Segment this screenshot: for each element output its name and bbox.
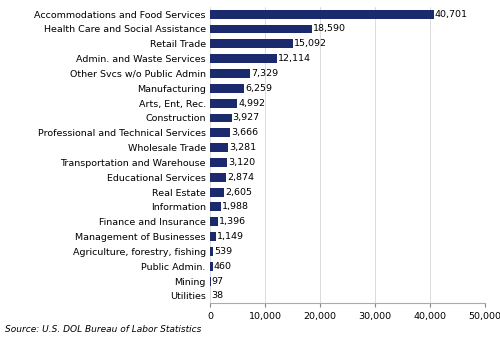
Text: 1,149: 1,149	[218, 232, 244, 241]
Text: 3,281: 3,281	[229, 143, 256, 152]
Bar	[210, 143, 228, 152]
Text: 2,874: 2,874	[227, 173, 254, 182]
Bar	[210, 99, 238, 108]
Text: 38: 38	[212, 292, 224, 300]
Text: 460: 460	[214, 262, 232, 271]
Text: 3,666: 3,666	[232, 128, 258, 137]
Text: 2,605: 2,605	[226, 188, 252, 196]
Bar	[210, 188, 224, 196]
Bar	[210, 84, 244, 93]
Bar	[210, 114, 232, 122]
Bar	[210, 25, 312, 33]
Bar	[210, 173, 226, 182]
Bar	[210, 69, 250, 78]
Text: 40,701: 40,701	[435, 10, 468, 19]
Bar	[210, 128, 230, 137]
Text: 12,114: 12,114	[278, 54, 310, 63]
Text: 1,396: 1,396	[219, 217, 246, 226]
Bar	[210, 203, 221, 211]
Text: 97: 97	[212, 277, 224, 285]
Text: Source: U.S. DOL Bureau of Labor Statistics: Source: U.S. DOL Bureau of Labor Statist…	[5, 325, 202, 334]
Bar	[210, 39, 293, 48]
Text: 15,092: 15,092	[294, 39, 327, 48]
Text: 7,329: 7,329	[252, 69, 278, 78]
Bar	[210, 232, 216, 241]
Bar	[210, 247, 213, 256]
Bar	[210, 158, 227, 167]
Text: 4,992: 4,992	[238, 99, 266, 108]
Text: 3,120: 3,120	[228, 158, 256, 167]
Text: 18,590: 18,590	[314, 25, 346, 33]
Bar	[210, 262, 212, 271]
Text: 3,927: 3,927	[232, 114, 260, 122]
Bar	[210, 10, 434, 19]
Bar	[210, 217, 218, 226]
Text: 6,259: 6,259	[246, 84, 272, 93]
Text: 539: 539	[214, 247, 232, 256]
Text: 1,988: 1,988	[222, 203, 249, 211]
Bar	[210, 54, 276, 63]
